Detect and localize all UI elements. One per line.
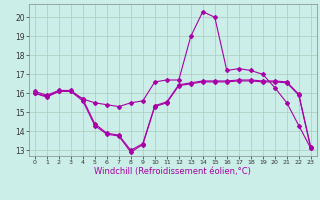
X-axis label: Windchill (Refroidissement éolien,°C): Windchill (Refroidissement éolien,°C) bbox=[94, 167, 251, 176]
